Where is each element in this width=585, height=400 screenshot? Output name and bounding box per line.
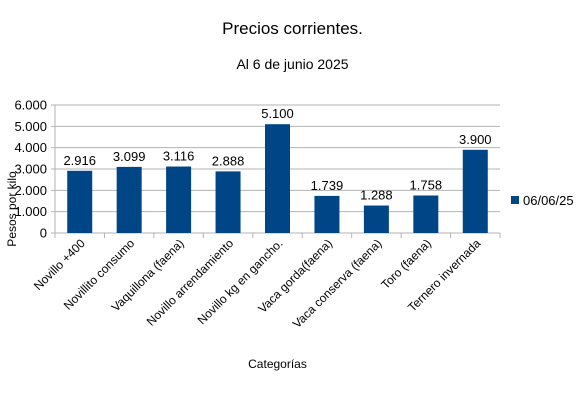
data-label: 1.739: [311, 178, 344, 193]
x-axis-title: Categorías: [248, 357, 307, 371]
y-tick-label: 3.000: [14, 162, 47, 177]
bar: [166, 166, 192, 233]
bar: [363, 205, 389, 233]
data-label: 2.916: [63, 153, 96, 168]
y-tick-label: 4.000: [14, 140, 47, 155]
data-label: 1.758: [410, 177, 443, 192]
y-tick-label: 6.000: [14, 98, 47, 113]
bar: [314, 195, 340, 233]
data-label: 2.888: [212, 153, 245, 168]
bar: [265, 124, 290, 233]
data-label: 3.116: [163, 149, 195, 164]
data-label: 5.100: [261, 106, 294, 121]
data-label: 3.099: [113, 149, 146, 164]
bar: [462, 149, 488, 233]
y-tick-label: 2.000: [14, 183, 47, 198]
legend-swatch: [511, 196, 519, 204]
data-label: 3.900: [459, 132, 492, 147]
chart-subtitle: Al 6 de junio 2025: [236, 56, 349, 72]
y-tick-label: 0: [40, 226, 47, 241]
chart-title: Precios corrientes.: [222, 19, 363, 38]
x-tick-label: Vaca conserva (faena): [290, 236, 385, 331]
x-tick-label: Novillo arrendamiento: [144, 236, 237, 329]
y-axis-title: Pesos por kilo: [5, 171, 19, 247]
bar: [116, 166, 142, 233]
data-label: 1.288: [360, 188, 393, 203]
bar: [215, 171, 241, 233]
y-tick-label: 1.000: [14, 204, 47, 219]
legend-label: 06/06/25: [523, 193, 574, 208]
x-tick-label: Novillo kg en gancho.: [195, 236, 286, 327]
y-tick-label: 5.000: [14, 119, 47, 134]
bar: [413, 195, 439, 233]
bar: [67, 170, 93, 233]
